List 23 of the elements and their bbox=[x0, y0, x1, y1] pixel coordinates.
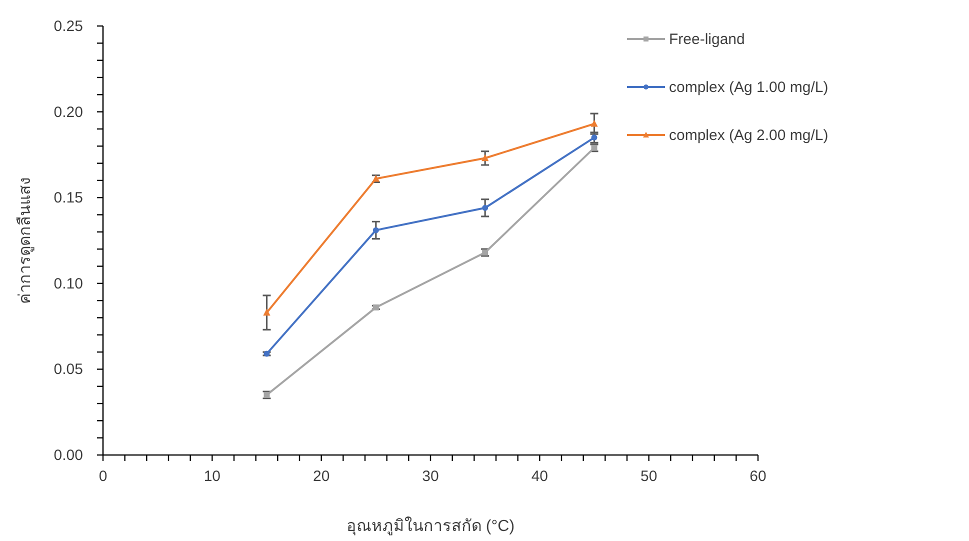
point bbox=[481, 154, 489, 162]
point bbox=[482, 204, 488, 211]
y-tick-label: 0.05 bbox=[54, 361, 83, 378]
y-tick-label: 0.15 bbox=[54, 190, 83, 207]
legend-label: complex (Ag 1.00 mg/L) bbox=[669, 79, 828, 96]
legend-label: complex (Ag 2.00 mg/L) bbox=[669, 127, 828, 144]
point bbox=[372, 227, 379, 234]
x-tick-label: 30 bbox=[422, 468, 439, 485]
x-axis-title: อุณหภูมิในการสกัด (°C) bbox=[346, 516, 515, 536]
x-tick-label: 50 bbox=[640, 468, 658, 485]
y-axis-title: ค่าการดูดกลืนแสง bbox=[16, 177, 35, 304]
legend-label: Free-ligand bbox=[669, 31, 745, 48]
y-tick-label: 0.20 bbox=[54, 104, 83, 121]
y-tick-label: 0.00 bbox=[54, 447, 83, 464]
x-tick-label: 10 bbox=[204, 468, 221, 485]
x-tick-label: 60 bbox=[750, 468, 766, 485]
point bbox=[263, 308, 270, 316]
x-tick-label: 20 bbox=[312, 468, 330, 485]
point bbox=[590, 120, 598, 127]
y-tick-label: 0.10 bbox=[54, 275, 83, 292]
y-tick-label: 0.25 bbox=[54, 18, 83, 35]
x-tick-label: 40 bbox=[531, 468, 548, 485]
x-tick-label: 0 bbox=[98, 468, 108, 485]
